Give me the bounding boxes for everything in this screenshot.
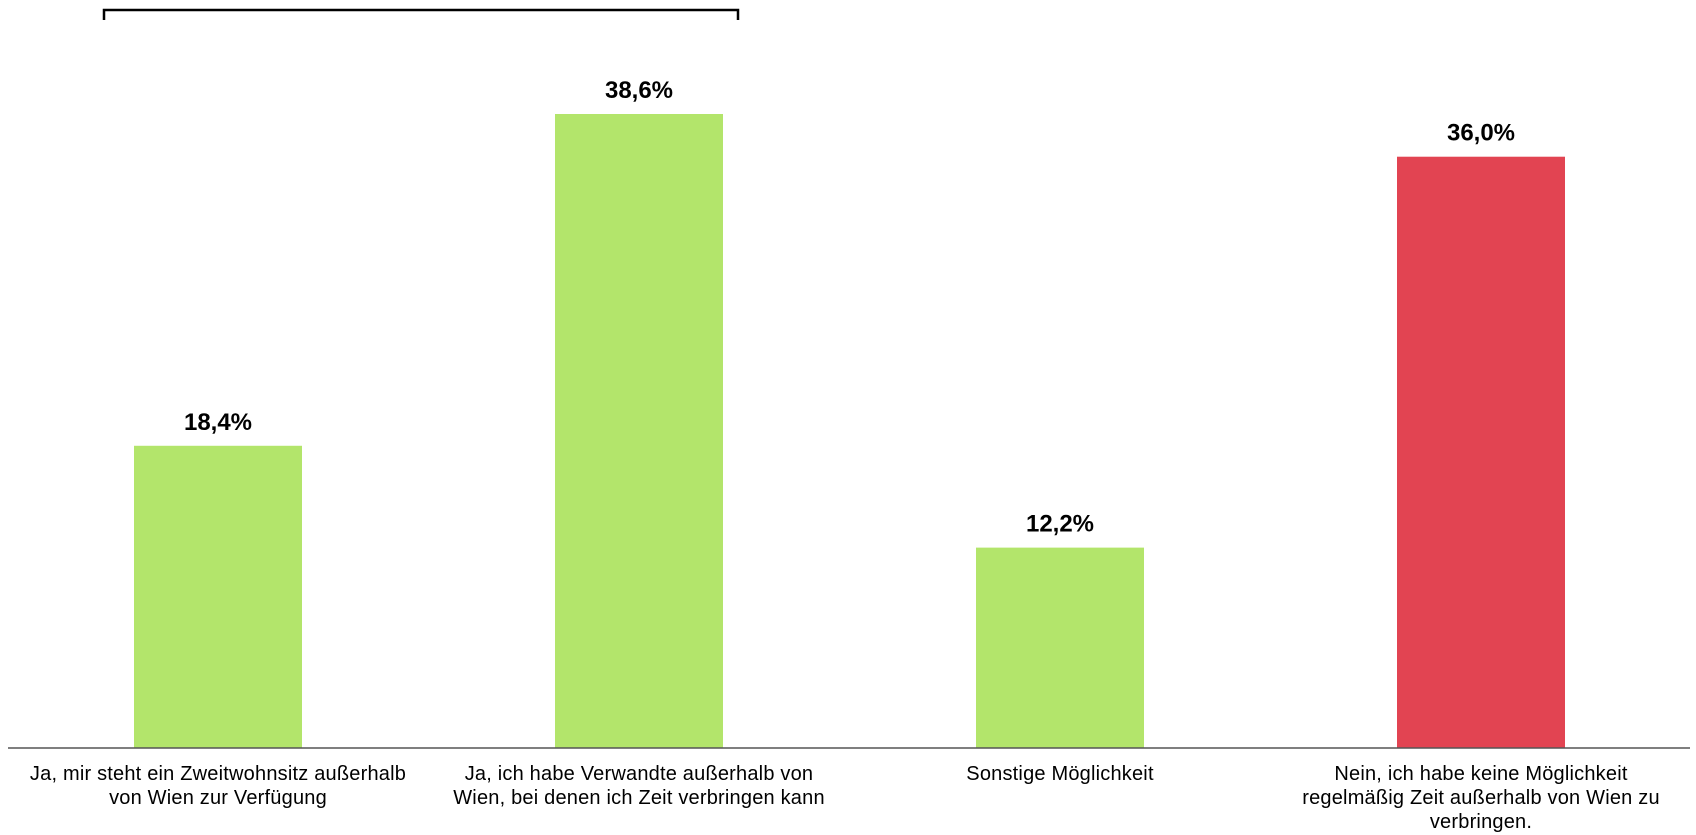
category-group-bracket — [102, 8, 740, 20]
bar-3 — [976, 547, 1144, 748]
bar-1 — [134, 445, 302, 748]
value-label-4: 36,0% — [1447, 120, 1515, 147]
value-label-2: 38,6% — [605, 77, 673, 104]
value-label-1: 18,4% — [184, 409, 252, 436]
bar-2 — [555, 114, 723, 748]
category-label-1: Ja, mir steht ein Zweitwohnsitz außerhal… — [29, 763, 407, 809]
category-label-3: Sonstige Möglichkeit — [966, 763, 1154, 785]
category-label-2: Ja, ich habe Verwandte außerhalb von Wie… — [453, 763, 825, 809]
bar-4 — [1397, 156, 1565, 749]
category-label-4: Nein, ich habe keine Möglichkeit regelmä… — [1302, 763, 1660, 833]
value-label-3: 12,2% — [1026, 511, 1094, 538]
